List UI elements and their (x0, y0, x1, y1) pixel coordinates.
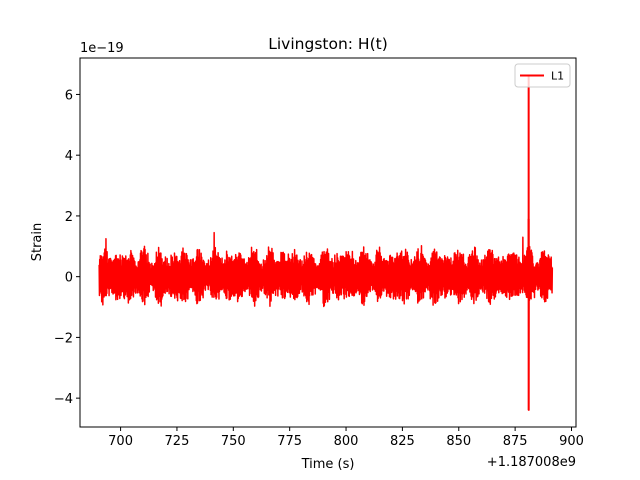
plot-area (79, 57, 577, 428)
x-tick-label: 700 (108, 434, 133, 449)
y-tick-label: 4 (65, 149, 73, 164)
y-tick-label: −2 (54, 331, 73, 346)
legend-label: L1 (551, 70, 564, 83)
x-tick-label: 725 (165, 434, 190, 449)
x-axis-label: Time (s) (301, 457, 355, 472)
x-tick-label: 875 (503, 434, 528, 449)
y-tick-label: −4 (54, 392, 73, 407)
series-line-l1 (98, 218, 554, 412)
y-tick-label: 6 (65, 88, 73, 103)
x-tick-label: 825 (390, 434, 415, 449)
y-tick-label: 0 (65, 271, 73, 286)
x-axis: 700 725 750 775 800 825 850 875 900 (108, 427, 584, 449)
y-scale-label: 1e−19 (80, 41, 124, 56)
y-axis: −4 −2 0 2 4 6 (54, 88, 80, 407)
series-layer (98, 76, 554, 412)
x-tick-label: 750 (221, 434, 246, 449)
y-tick-label: 2 (65, 210, 73, 225)
legend: L1 (514, 63, 571, 88)
y-axis-label: Strain (30, 223, 45, 262)
x-tick-label: 775 (277, 434, 302, 449)
plot-frame (79, 57, 577, 428)
plot-background (80, 58, 576, 427)
x-tick-label: 850 (446, 434, 471, 449)
x-offset-label: +1.187008e9 (487, 455, 576, 470)
x-tick-label: 900 (559, 434, 584, 449)
x-tick-label: 800 (334, 434, 359, 449)
chart-title: Livingston: H(t) (268, 35, 388, 53)
